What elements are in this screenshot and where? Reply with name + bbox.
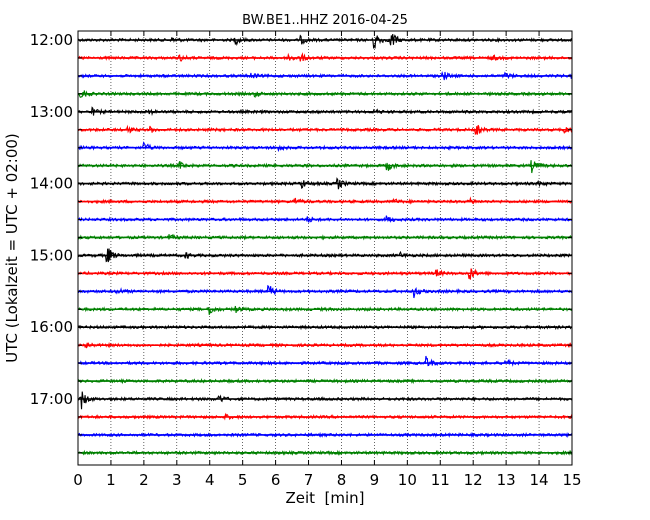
x-tick-label: 1 bbox=[106, 471, 116, 489]
x-axis-label: Zeit [min] bbox=[285, 489, 364, 507]
x-tick-label: 0 bbox=[73, 471, 83, 489]
trace-line bbox=[77, 196, 573, 205]
x-tick-label: 6 bbox=[271, 471, 281, 489]
trace-line bbox=[77, 355, 573, 367]
y-tick-label: 14:00 bbox=[30, 175, 73, 193]
y-axis-label: UTC (Lokalzeit = UTC + 02:00) bbox=[3, 133, 21, 363]
y-tick-label: 16:00 bbox=[30, 318, 73, 336]
x-tick-label: 9 bbox=[370, 471, 380, 489]
x-tick-label: 13 bbox=[497, 471, 516, 489]
y-axis: 12:00 13:00 14:00 15:00 16:00 17:00 bbox=[30, 31, 572, 454]
trace-line bbox=[78, 305, 573, 315]
x-axis: 0 1 2 3 4 5 6 7 8 9 10 11 12 13 14 15 bbox=[73, 31, 582, 489]
y-tick-label: 13:00 bbox=[30, 103, 73, 121]
y-tick-label: 17:00 bbox=[30, 390, 73, 408]
y-tick-label: 12:00 bbox=[30, 31, 73, 49]
trace-line bbox=[77, 33, 573, 50]
x-tick-label: 5 bbox=[238, 471, 248, 489]
x-tick-label: 4 bbox=[205, 471, 215, 489]
x-tick-label: 15 bbox=[562, 471, 581, 489]
grid-lines bbox=[110, 31, 540, 465]
trace-line bbox=[77, 391, 573, 410]
x-tick-label: 8 bbox=[337, 471, 347, 489]
x-tick-label: 12 bbox=[464, 471, 483, 489]
chart-title: BW.BE1..HHZ 2016-04-25 bbox=[242, 13, 408, 28]
plot-frame bbox=[77, 30, 573, 466]
x-tick-label: 2 bbox=[139, 471, 149, 489]
traces bbox=[77, 33, 573, 456]
x-tick-label: 3 bbox=[172, 471, 182, 489]
x-tick-label: 11 bbox=[431, 471, 450, 489]
y-tick-label: 15:00 bbox=[30, 246, 73, 264]
trace-line bbox=[77, 160, 573, 174]
x-tick-label: 7 bbox=[304, 471, 314, 489]
x-tick-label: 14 bbox=[530, 471, 549, 489]
trace-line bbox=[77, 141, 573, 153]
x-tick-label: 10 bbox=[398, 471, 417, 489]
